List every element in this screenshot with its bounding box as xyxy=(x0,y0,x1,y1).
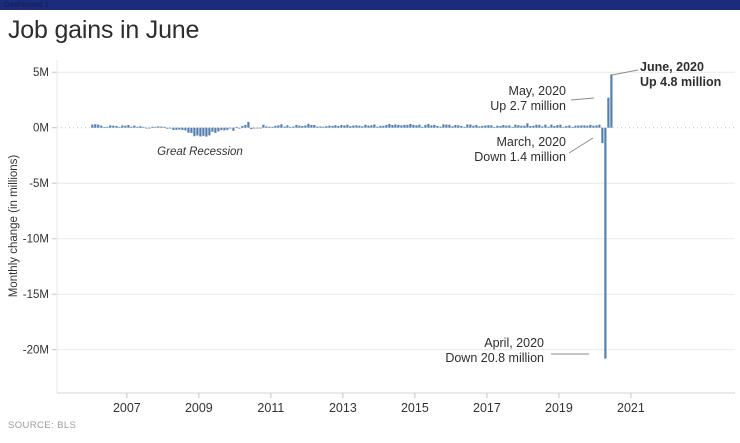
svg-text:2013: 2013 xyxy=(329,401,357,415)
page-title: Job gains in June xyxy=(8,16,200,44)
svg-text:2009: 2009 xyxy=(185,401,213,415)
annotation-june-line1: June, 2020 xyxy=(640,60,704,74)
annotation-march-2020: March, 2020 Down 1.4 million xyxy=(474,135,566,164)
svg-text:-10M: -10M xyxy=(23,234,49,246)
svg-text:0M: 0M xyxy=(33,123,49,135)
svg-text:2019: 2019 xyxy=(545,401,573,415)
annotation-great-recession: Great Recession xyxy=(157,146,243,158)
annotation-june-line2: Up 4.8 million xyxy=(640,74,722,89)
svg-text:2017: 2017 xyxy=(473,401,501,415)
svg-text:5M: 5M xyxy=(33,67,49,79)
window-titlebar: Dashboard 1 xyxy=(0,0,740,10)
svg-text:2015: 2015 xyxy=(401,401,429,415)
annotation-april-2020: April, 2020 Down 20.8 million xyxy=(445,336,544,365)
svg-text:2021: 2021 xyxy=(617,401,645,415)
annotation-may-line2: Up 2.7 million xyxy=(490,98,566,113)
svg-text:2011: 2011 xyxy=(257,401,284,415)
annotation-may-line1: May, 2020 xyxy=(508,84,566,98)
titlebar-label: Dashboard 1 xyxy=(4,0,50,9)
annotation-april-line2: Down 20.8 million xyxy=(445,350,544,365)
y-axis-title: Monthly change (in millions) xyxy=(8,154,20,298)
source-note: SOURCE: BLS xyxy=(8,420,77,431)
svg-text:2007: 2007 xyxy=(113,401,141,415)
svg-text:-5M: -5M xyxy=(29,178,49,190)
annotation-march-line1: March, 2020 xyxy=(496,135,566,149)
svg-text:-15M: -15M xyxy=(23,289,49,301)
annotation-may-2020: May, 2020 Up 2.7 million xyxy=(490,84,566,113)
svg-text:-20M: -20M xyxy=(23,345,49,357)
annotation-june-2020: June, 2020 Up 4.8 million xyxy=(640,60,721,89)
annotation-april-line1: April, 2020 xyxy=(484,336,544,350)
annotation-march-line2: Down 1.4 million xyxy=(474,149,566,164)
